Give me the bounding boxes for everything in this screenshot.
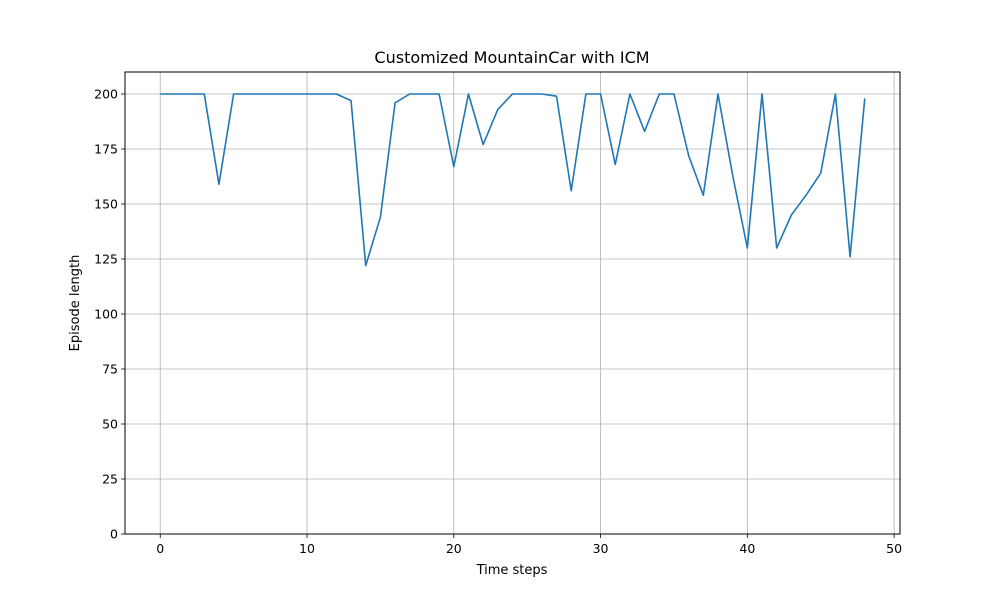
y-tick-label: 175 — [94, 142, 118, 157]
x-tick-label: 20 — [446, 541, 462, 556]
x-axis-label: Time steps — [476, 563, 548, 578]
y-tick-label: 25 — [102, 472, 118, 487]
y-tick-label: 150 — [94, 197, 118, 212]
y-tick-label: 100 — [94, 307, 118, 322]
x-tick-label: 10 — [299, 541, 315, 556]
x-tick-label: 40 — [739, 541, 755, 556]
x-tick-label: 30 — [593, 541, 609, 556]
series-line — [160, 93, 866, 267]
plot-frame — [124, 71, 901, 535]
y-tick-label: 200 — [94, 87, 118, 102]
y-tick-label: 0 — [110, 527, 118, 542]
chart-title: Customized MountainCar with ICM — [374, 48, 649, 67]
y-tick-label: 75 — [102, 362, 118, 377]
y-axis-label: Episode length — [68, 255, 83, 352]
y-axis-ticks: 0 25 50 75 100 125 150 175 200 — [94, 87, 125, 542]
x-tick-label: 0 — [156, 541, 164, 556]
x-tick-label: 50 — [886, 541, 902, 556]
x-axis-ticks: 0 10 20 30 40 50 — [156, 534, 902, 556]
series-layer — [160, 93, 866, 267]
y-tick-label: 50 — [102, 417, 118, 432]
y-tick-label: 125 — [94, 252, 118, 267]
grid-lines — [125, 72, 900, 535]
